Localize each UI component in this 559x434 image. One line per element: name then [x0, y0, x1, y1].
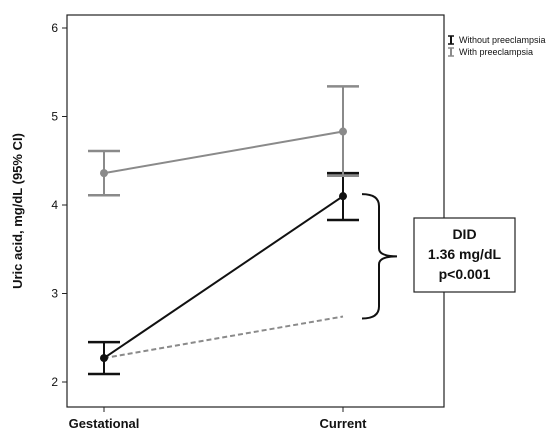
legend-label: With preeclampsia [459, 47, 533, 57]
series-with-preeclampsia [88, 85, 359, 197]
series-line [103, 195, 344, 359]
legend-item: With preeclampsia [448, 47, 533, 57]
series-without-preeclampsia [88, 171, 359, 376]
counterfactual-line [103, 315, 344, 360]
annotation-box [413, 217, 516, 293]
data-point [339, 127, 347, 136]
x-tick-label: Current [320, 416, 368, 431]
did-annotation: DID 1.36 mg/dL p<0.001 [361, 193, 516, 320]
annotation-line: p<0.001 [439, 266, 491, 282]
y-tick-label: 5 [51, 110, 58, 124]
y-tick-label: 4 [51, 198, 58, 212]
annotation-line: 1.36 mg/dL [428, 246, 502, 262]
y-axis-ticks: 2 3 4 5 6 [51, 21, 67, 389]
annotation-line: DID [452, 226, 476, 242]
legend: Without preeclampsia With preeclampsia [448, 35, 546, 57]
brace [361, 193, 398, 320]
y-tick-label: 2 [51, 375, 58, 389]
y-tick-label: 3 [51, 287, 58, 301]
data-point [100, 169, 108, 178]
x-axis-ticks: Gestational Current [69, 407, 368, 431]
plot-frame [66, 14, 445, 408]
legend-label: Without preeclampsia [459, 35, 546, 45]
y-axis-label: Uric acid, mg/dL (95% CI) [10, 133, 25, 289]
x-tick-label: Gestational [69, 416, 140, 431]
series-line [103, 130, 344, 175]
data-point [100, 354, 108, 363]
series-layer [88, 85, 359, 376]
y-tick-label: 6 [51, 21, 58, 35]
legend-item: Without preeclampsia [448, 35, 546, 45]
data-point [339, 192, 347, 201]
